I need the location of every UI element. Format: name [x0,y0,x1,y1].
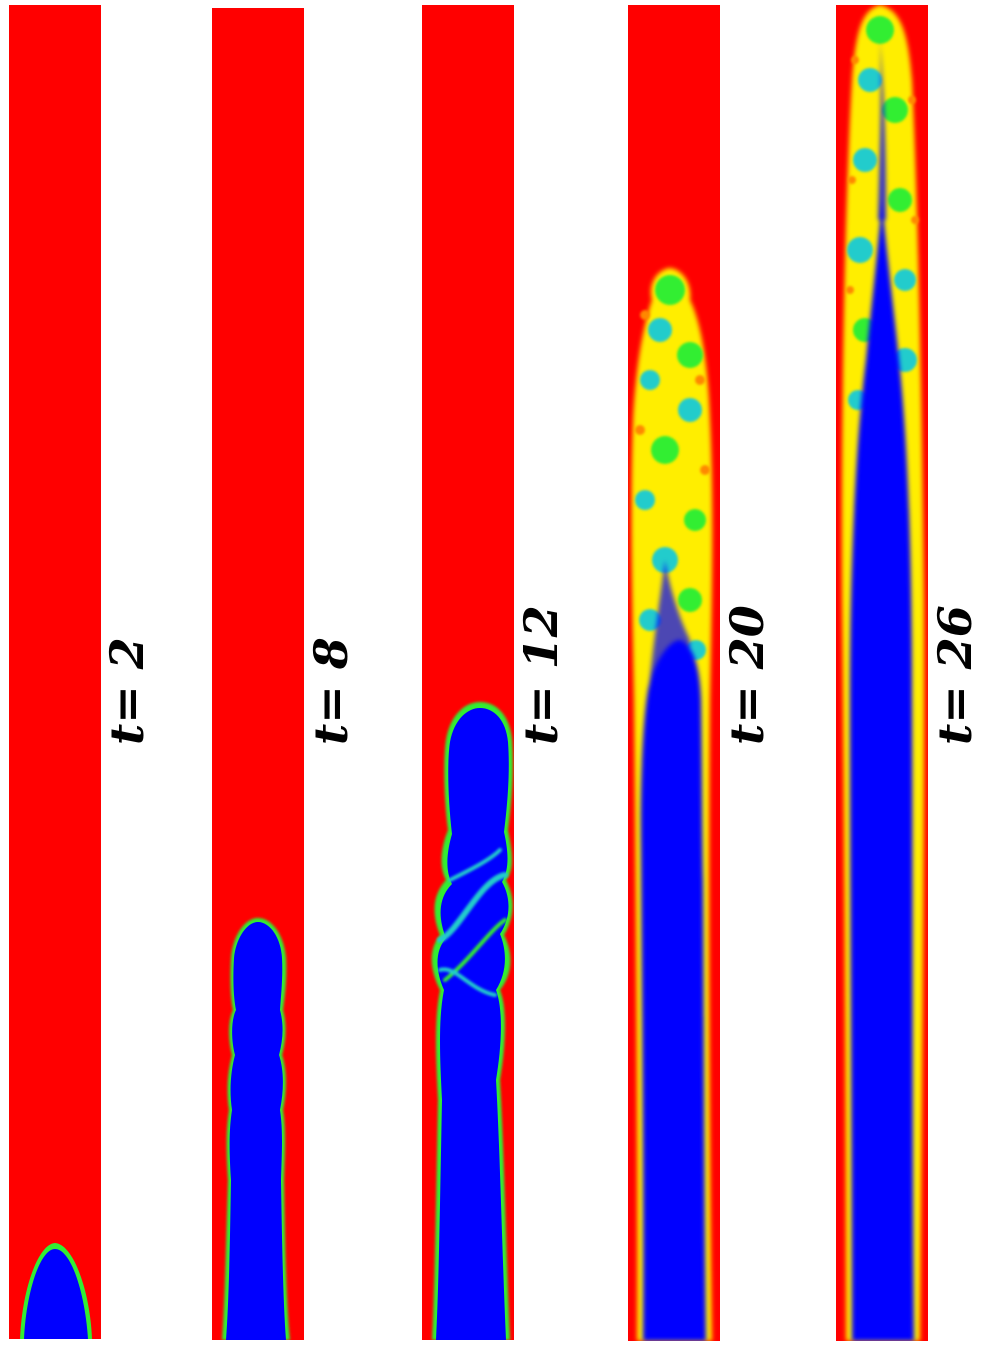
panel-t26 [836,5,928,1341]
jet-core [641,640,706,1341]
panel-t8 [212,8,304,1340]
time-label-t12: t= 12 [518,605,564,745]
time-label-t2: t= 2 [104,637,150,745]
ambient-field [9,5,101,1339]
time-label-t20: t= 20 [724,605,770,745]
panel-t12 [422,5,514,1340]
panel-t20 [628,5,720,1341]
time-label-t8: t= 8 [308,637,354,745]
panel-t2 [9,5,101,1339]
time-label-t26: t= 26 [932,605,978,745]
jet-core [226,922,286,1340]
